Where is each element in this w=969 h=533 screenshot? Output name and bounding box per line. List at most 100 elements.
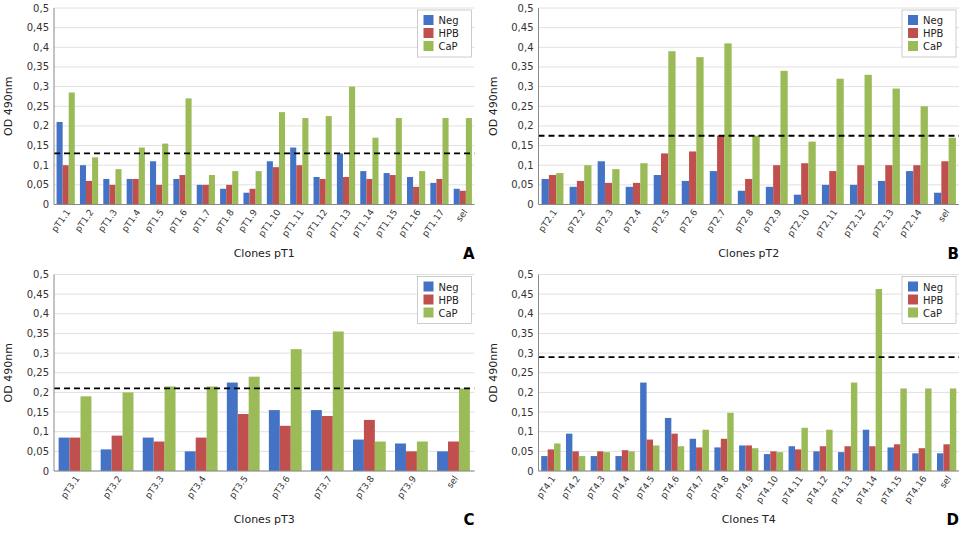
legend-label: HPB: [439, 295, 460, 306]
legend-label: HPB: [923, 28, 944, 39]
legend-label: Neg: [923, 282, 943, 293]
y-tick-label: 0,05: [27, 179, 49, 190]
bar: [209, 175, 215, 204]
grid-line: [54, 125, 475, 126]
x-tick-label: pT4.15: [878, 474, 904, 505]
bar: [250, 189, 256, 205]
bar: [836, 79, 843, 205]
bar: [238, 414, 249, 471]
bar: [384, 173, 390, 204]
y-tick-label: 0,45: [27, 22, 49, 33]
y-tick-label: 0,35: [27, 61, 49, 72]
x-tick-label: pT2.9: [761, 207, 784, 234]
bar: [789, 446, 795, 471]
bar: [343, 177, 349, 205]
y-tick-label: 0,3: [518, 81, 534, 92]
legend-swatch: [908, 308, 918, 318]
bar: [80, 396, 91, 471]
x-tick-label: pT1.2: [73, 207, 96, 234]
x-tick-label: pT3.5: [227, 474, 250, 501]
bar: [395, 443, 406, 471]
x-tick-label: pT4.13: [828, 474, 854, 505]
bar: [752, 136, 759, 205]
bar: [949, 138, 956, 205]
bar: [150, 161, 156, 204]
bar: [548, 449, 554, 471]
bar: [364, 420, 375, 471]
y-tick-label: 0,5: [518, 269, 534, 280]
bar: [127, 179, 133, 205]
bar: [801, 428, 807, 471]
x-tick-label: pT3.4: [185, 474, 208, 501]
y-tick-label: 0,15: [27, 407, 49, 418]
bar: [838, 452, 844, 471]
bar: [366, 179, 372, 205]
legend-label: CaP: [439, 308, 458, 319]
x-tick-label: pT4.16: [902, 474, 928, 506]
bar: [766, 187, 773, 205]
bar: [436, 179, 442, 205]
bar: [604, 452, 610, 471]
grid-line: [539, 66, 960, 67]
bar: [668, 51, 675, 204]
bar: [925, 388, 931, 471]
legend-swatch: [908, 15, 918, 25]
legend-label: HPB: [923, 295, 944, 306]
bar: [372, 138, 378, 205]
bar: [633, 183, 640, 205]
x-tick-label: pT2.7: [705, 207, 728, 234]
bar: [296, 165, 302, 204]
bar: [165, 387, 176, 471]
bar: [808, 142, 815, 205]
y-tick-label: 0,1: [33, 426, 49, 437]
bar: [752, 448, 758, 471]
bar: [863, 430, 869, 471]
bar: [598, 161, 605, 204]
threshold-line: [54, 153, 475, 155]
x-tick-label: pT3.3: [143, 474, 166, 501]
bar: [829, 171, 836, 204]
x-tick-label: pT2.3: [592, 207, 615, 234]
y-tick-label: 0,25: [511, 367, 533, 378]
y-tick-label: 0,35: [511, 61, 533, 72]
x-tick-label: pT1.14: [350, 207, 376, 239]
bar: [710, 171, 717, 204]
y-tick-label: 0,15: [511, 140, 533, 151]
bar: [197, 185, 203, 205]
bar: [689, 151, 696, 204]
bar: [59, 438, 70, 471]
bar: [290, 148, 296, 205]
x-tick-label: pT1.4: [120, 207, 143, 234]
panel: 00,050,10,150,20,250,30,350,40,450,5OD 4…: [487, 269, 960, 529]
bar: [773, 165, 780, 204]
x-tick-label: pT4.9: [733, 474, 756, 501]
bar: [739, 445, 745, 471]
grid-line: [54, 8, 475, 9]
bar: [579, 456, 585, 471]
bar: [721, 439, 727, 471]
x-tick-label: pT1.17: [420, 207, 446, 238]
x-axis-label: Clones T4: [722, 513, 776, 526]
bar: [826, 430, 832, 471]
figure: 00,050,10,150,20,250,30,350,40,450,5OD 4…: [0, 0, 969, 533]
bar: [115, 169, 121, 204]
y-tick-label: 0,3: [33, 348, 49, 359]
bar: [919, 448, 925, 471]
bar: [937, 453, 943, 471]
x-tick-label: pT1.16: [397, 207, 423, 239]
bar: [628, 451, 634, 471]
grid-line: [539, 47, 960, 48]
y-tick-label: 0,3: [33, 81, 49, 92]
bar: [186, 98, 192, 204]
panel-label: D: [947, 511, 959, 529]
bar: [865, 75, 872, 205]
bar: [375, 442, 386, 471]
x-axis-line: [539, 204, 960, 205]
bar: [714, 447, 720, 471]
bar: [70, 438, 81, 471]
x-axis-line: [539, 471, 960, 472]
bar: [63, 165, 69, 204]
panel-label: A: [463, 245, 475, 263]
x-tick-label: pT2.13: [869, 207, 895, 238]
legend-swatch: [424, 41, 434, 51]
